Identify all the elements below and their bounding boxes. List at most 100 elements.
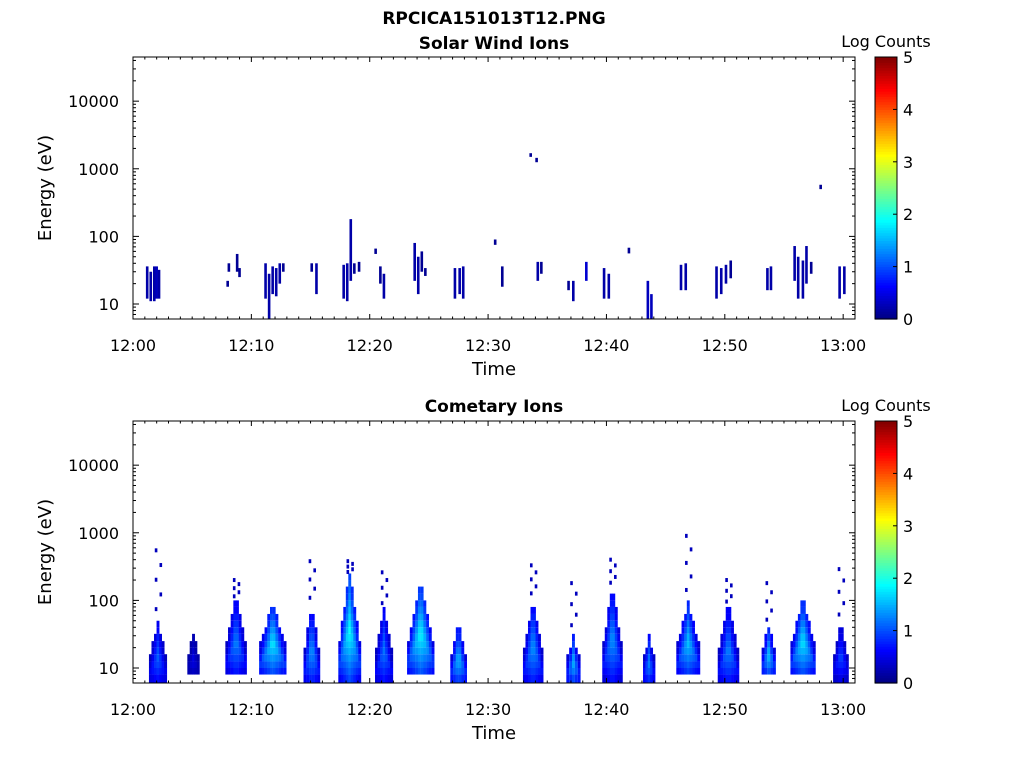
heatmap-cell	[415, 668, 419, 675]
heatmap-cell	[351, 567, 354, 572]
heatmap-cell	[348, 620, 352, 628]
heatmap-cell	[647, 674, 651, 683]
heatmap-cell	[522, 647, 526, 655]
x-tick-label: 12:50	[702, 700, 748, 719]
heatmap-cell	[314, 654, 318, 662]
heatmap-cell	[678, 661, 682, 669]
colorbar-segment	[875, 667, 897, 671]
colorbar-segment	[875, 177, 897, 181]
heatmap-cell	[382, 668, 386, 675]
colorbar-segment	[875, 625, 897, 629]
heatmap-cell	[684, 654, 688, 662]
colorbar-segment	[875, 109, 897, 113]
heatmap-cell	[736, 654, 740, 662]
heatmap-cell	[723, 661, 726, 669]
heatmap-cell	[731, 647, 734, 655]
colorbar-segment	[875, 562, 897, 566]
colorbar-segment	[875, 544, 897, 548]
heatmap-cell	[617, 647, 621, 655]
heatmap-cell	[802, 606, 806, 614]
heatmap-cell	[689, 613, 693, 621]
heatmap-cell	[802, 620, 806, 628]
heatmap-cell	[243, 647, 247, 655]
heatmap-cell	[614, 654, 618, 662]
colorbar-segment	[875, 444, 897, 448]
heatmap-cell	[156, 674, 160, 683]
colorbar-segment	[875, 559, 897, 564]
heatmap-cell	[843, 647, 847, 655]
heatmap-cell	[527, 641, 531, 648]
heatmap-cell	[315, 263, 318, 295]
heatmap-cell	[415, 641, 419, 648]
heatmap-cell	[566, 668, 570, 675]
colorbar-tick-label: 3	[903, 517, 913, 536]
heatmap-cell	[416, 256, 420, 295]
heatmap-cell	[686, 661, 690, 669]
heatmap-cell	[645, 674, 649, 683]
colorbar-segment	[875, 248, 897, 252]
heatmap-cell	[375, 654, 378, 662]
heatmap-cell	[797, 613, 801, 621]
heatmap-cell	[764, 661, 768, 669]
heatmap-cell	[529, 563, 533, 568]
colorbar-segment	[875, 481, 897, 485]
heatmap-cell	[530, 613, 534, 621]
heatmap-cell	[345, 263, 349, 302]
heatmap-cell	[455, 633, 459, 642]
heatmap-cell	[343, 633, 347, 642]
heatmap-cell	[343, 627, 347, 634]
colorbar-segment	[875, 185, 897, 189]
heatmap-cell	[314, 627, 318, 634]
heatmap-cell	[350, 606, 354, 614]
heatmap-cell	[835, 674, 839, 683]
heatmap-cell	[423, 600, 427, 607]
heatmap-cell	[409, 661, 413, 669]
heatmap-cell	[678, 641, 682, 648]
heatmap-cell	[835, 654, 839, 662]
heatmap-cell	[270, 620, 273, 628]
heatmap-cell	[525, 668, 529, 675]
heatmap-cell	[570, 602, 573, 607]
heatmap-cell	[420, 654, 424, 662]
colorbar-segment	[875, 119, 897, 124]
heatmap-cell	[689, 647, 693, 655]
heatmap-cell	[566, 674, 570, 683]
heatmap-cell	[617, 674, 621, 683]
heatmap-cell	[574, 647, 578, 655]
heatmap-cell	[802, 641, 806, 648]
heatmap-cell	[540, 261, 543, 274]
heatmap-cell	[540, 647, 544, 655]
heatmap-cell	[609, 580, 612, 585]
heatmap-cell	[538, 668, 541, 675]
heatmap-cell	[725, 633, 729, 642]
heatmap-cell	[614, 674, 618, 683]
heatmap-cell	[807, 641, 811, 648]
heatmap-cell	[431, 654, 435, 662]
heatmap-cell	[417, 654, 421, 662]
heatmap-cell	[843, 641, 847, 648]
colorbar-segment	[875, 565, 897, 569]
heatmap-cell	[278, 263, 282, 284]
heatmap-cell	[196, 661, 200, 669]
colorbar-segment	[875, 659, 897, 663]
heatmap-cell	[733, 668, 737, 675]
heatmap-cell	[264, 668, 268, 675]
heatmap-cell	[535, 157, 538, 163]
heatmap-cell	[275, 668, 279, 675]
heatmap-cell	[607, 647, 611, 655]
heatmap-cell	[607, 613, 611, 621]
heatmap-cell	[540, 674, 544, 683]
heatmap-cell	[535, 620, 539, 628]
colorbar-segment	[875, 67, 897, 71]
colorbar-segment	[875, 641, 897, 645]
heatmap-cell	[453, 647, 456, 655]
heatmap-cell	[280, 668, 284, 675]
heatmap-cell	[154, 577, 158, 582]
heatmap-cell	[536, 261, 540, 281]
colorbar-segment	[875, 174, 897, 179]
heatmap-cell	[797, 641, 801, 648]
heatmap-cell	[259, 654, 263, 662]
colorbar-segment	[875, 295, 897, 299]
heatmap-cell	[733, 633, 737, 642]
heatmap-cell	[267, 641, 271, 648]
